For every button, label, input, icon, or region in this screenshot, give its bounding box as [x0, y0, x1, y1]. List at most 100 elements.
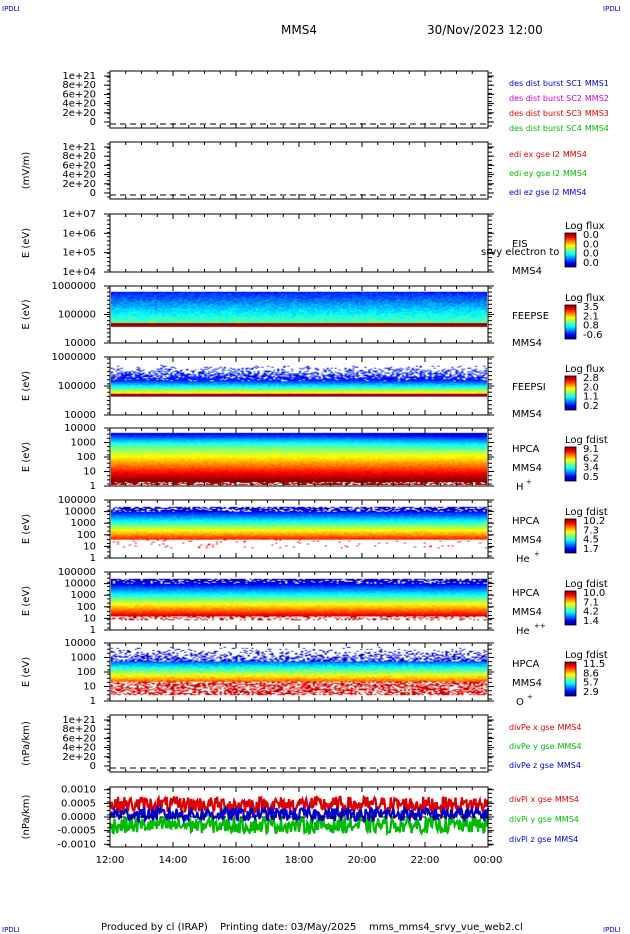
- corner-mark-bottom-left: IPDLI: [2, 926, 20, 934]
- legend-entry-text: des dist burst SC2: [509, 94, 582, 103]
- legend-entry: des dist burst SC1 MMS1: [509, 79, 609, 88]
- y-tick-label: 6e+20: [62, 89, 96, 100]
- y-tick-label: 0: [90, 117, 96, 128]
- panel-hpca-he2: [104, 571, 494, 631]
- legend-entry: des dist burst SC4 MMS4: [509, 124, 609, 133]
- y-tick-label: 10000: [64, 507, 96, 518]
- colorbar-tick-label: 7.3: [583, 525, 599, 536]
- legend-entry: divPi z gse MMS4: [509, 835, 578, 844]
- species-charge: +: [534, 550, 540, 558]
- species-label: He: [516, 554, 530, 565]
- y-tick-label: 10000: [64, 410, 96, 421]
- y-axis-label: E (eV): [21, 299, 32, 329]
- panel-hpca-o: [104, 642, 494, 702]
- y-tick-label: 4e+20: [62, 743, 96, 754]
- legend-entry: edi ey gse l2 MMS4: [509, 169, 587, 178]
- y-tick-label: 10: [83, 682, 96, 693]
- colorbar-tick-label: 0.8: [583, 321, 599, 332]
- colorbar-title: Log fdist: [565, 579, 608, 590]
- y-axis-label: E (eV): [21, 228, 32, 258]
- y-tick-label: 1e+21: [62, 142, 96, 153]
- y-tick-label: 0.0010: [61, 785, 96, 796]
- y-tick-label: 1: [90, 696, 96, 707]
- line-series-layer: [108, 793, 490, 837]
- species-label: O: [516, 697, 524, 708]
- colorbar-tick-label: 9.1: [583, 444, 599, 455]
- species-charge: +: [527, 693, 533, 701]
- panel-divpe: [104, 714, 494, 773]
- legend-entry-sc: MMS4: [563, 150, 587, 159]
- y-tick-label: 100: [77, 667, 96, 678]
- panel-eis: [104, 213, 494, 273]
- legend-entry-text: des dist burst SC4: [509, 124, 582, 133]
- colorbar-title: Log fdist: [565, 507, 608, 518]
- colorbar-tick-label: 2.9: [583, 687, 599, 698]
- legend-entry-text: divPe z gse: [509, 761, 554, 770]
- colorbar: [564, 518, 577, 554]
- instrument-label: HPCA: [512, 659, 540, 670]
- colorbar-tick-label: 1.1: [583, 392, 599, 403]
- species-charge: +: [526, 478, 532, 486]
- axes-layer: [104, 70, 577, 848]
- y-tick-label: 1000: [71, 438, 96, 449]
- colorbar-tick-label: 10.0: [583, 588, 605, 599]
- y-tick-label: 10000: [64, 638, 96, 649]
- spacecraft-label: MMS4: [512, 535, 542, 546]
- spacecraft-label: MMS4: [512, 463, 542, 474]
- y-tick-label: 100: [77, 452, 96, 463]
- colorbar-title: Log fdist: [565, 435, 608, 446]
- corner-mark-top-right: IPDLI: [603, 5, 621, 13]
- legend-entry-sc: MMS4: [555, 795, 579, 804]
- x-tick-label: 12:00: [96, 855, 125, 866]
- y-tick-label: 100000: [58, 495, 96, 506]
- legend-entry: edi ez gse l2 MMS4: [509, 188, 586, 197]
- colorbar-tick-label: 0.0: [583, 230, 599, 241]
- y-tick-label: 4e+20: [62, 99, 96, 110]
- mission-title: MMS4: [281, 23, 317, 37]
- colorbar-tick-label: 0.0: [583, 249, 599, 260]
- legend-entry-sc: MMS4: [555, 815, 579, 824]
- y-tick-label: 1: [90, 553, 96, 564]
- panel-feeps-e: [104, 285, 494, 344]
- panel-edi: [104, 141, 494, 200]
- y-axis-label: (mV/m): [21, 152, 32, 190]
- y-axis-label: E (eV): [21, 514, 32, 544]
- panel-hpca-he1: [104, 499, 494, 559]
- colorbar-tick-label: 10.2: [583, 516, 605, 527]
- colorbar-tick-label: 5.7: [583, 678, 599, 689]
- y-tick-label: 100000: [58, 381, 96, 392]
- colorbar: [564, 375, 577, 411]
- y-tick-label: 1e+04: [62, 267, 96, 278]
- legend-entry-text: divPi y gse: [509, 815, 552, 824]
- colorbar-tick-label: 0.5: [583, 472, 599, 483]
- colorbar-title: Log flux: [565, 364, 605, 375]
- series-line-y: [108, 813, 490, 837]
- legend-entry: divPe z gse MMS4: [509, 761, 581, 770]
- colorbar-title: Log flux: [565, 293, 605, 304]
- colorbar-tick-label: 2.8: [583, 373, 599, 384]
- legend-entry: edi ex gse l2 MMS4: [509, 150, 587, 159]
- colorbar-tick-label: 4.2: [583, 607, 599, 618]
- instrument-label: EIS: [512, 239, 528, 250]
- y-axis-label: E (eV): [21, 586, 32, 616]
- y-tick-label: 0: [90, 188, 96, 199]
- x-tick-label: 22:00: [411, 855, 440, 866]
- spacecraft-label: MMS4: [512, 409, 542, 420]
- y-tick-label: 10: [83, 467, 96, 478]
- y-tick-label: 2e+20: [62, 108, 96, 119]
- x-tick-label: 00:00: [474, 855, 503, 866]
- y-axis-label: E (eV): [21, 442, 32, 472]
- y-tick-label: 100000: [58, 567, 96, 578]
- legend-entry: divPi y gse MMS4: [509, 815, 579, 824]
- series-line-z: [108, 803, 490, 825]
- spectrogram-hpca-he2: [111, 573, 487, 629]
- legend-entry-sc: MMS4: [557, 742, 581, 751]
- legend-entry: divPi x gse MMS4: [509, 795, 579, 804]
- y-tick-label: 1000: [71, 518, 96, 529]
- species-charge: ++: [534, 622, 546, 630]
- y-axis-label: E (eV): [21, 657, 32, 687]
- colorbar-tick-label: 7.1: [583, 597, 599, 608]
- y-tick-label: 1000000: [51, 281, 96, 292]
- colorbar-tick-label: 6.2: [583, 453, 599, 464]
- colorbar-tick-label: 11.5: [583, 659, 605, 670]
